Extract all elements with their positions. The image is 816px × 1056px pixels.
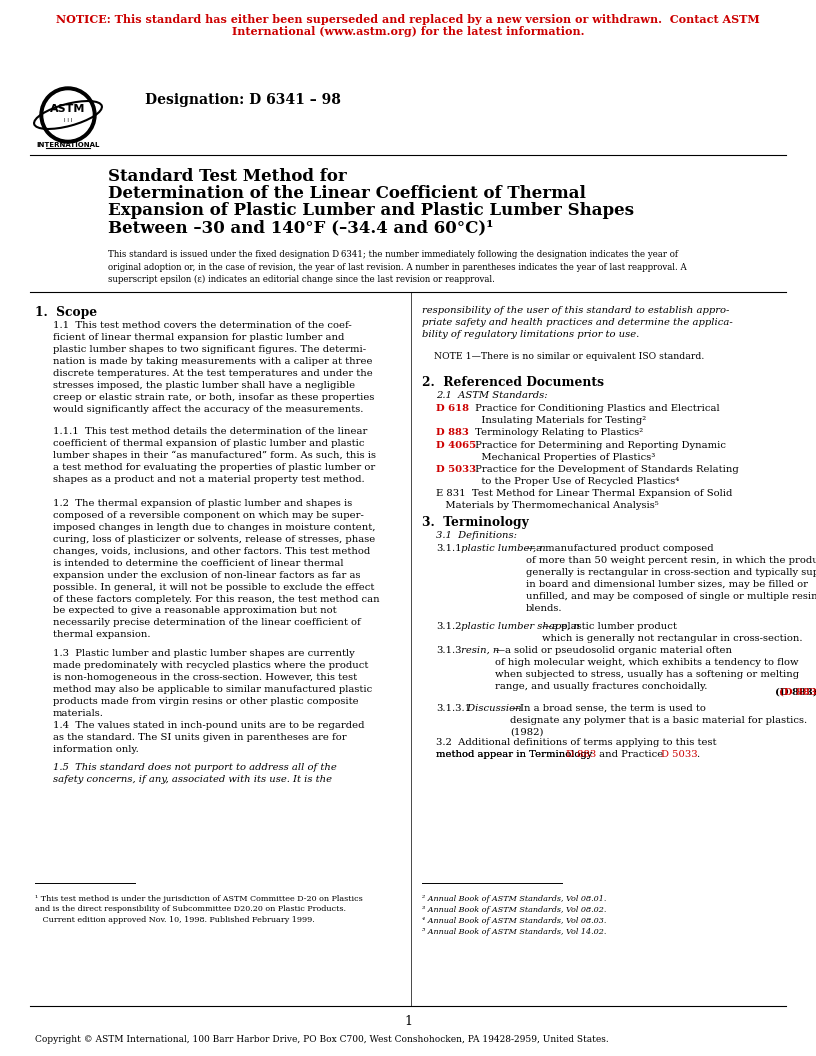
Text: .: . bbox=[696, 750, 699, 759]
Text: This standard is issued under the fixed designation D 6341; the number immediate: This standard is issued under the fixed … bbox=[108, 250, 687, 284]
Text: D 883: D 883 bbox=[566, 750, 596, 759]
Text: Expansion of Plastic Lumber and Plastic Lumber Shapes: Expansion of Plastic Lumber and Plastic … bbox=[108, 202, 634, 219]
Text: Copyright © ASTM International, 100 Barr Harbor Drive, PO Box C700, West Conshoh: Copyright © ASTM International, 100 Barr… bbox=[35, 1035, 609, 1044]
Text: ASTM: ASTM bbox=[51, 103, 86, 114]
Circle shape bbox=[40, 87, 96, 143]
Text: 1.  Scope: 1. Scope bbox=[35, 306, 97, 319]
Text: —In a broad sense, the term is used to
designate any polymer that is a basic mat: —In a broad sense, the term is used to d… bbox=[510, 704, 807, 737]
Text: ⁴ Annual Book of ASTM Standards, Vol 08.03.: ⁴ Annual Book of ASTM Standards, Vol 08.… bbox=[422, 917, 606, 925]
Text: 3.1.1: 3.1.1 bbox=[436, 544, 462, 553]
Text: Practice for the Development of Standards Relating
   to the Proper Use of Recyc: Practice for the Development of Standard… bbox=[472, 465, 738, 486]
Text: Practice for Determining and Reporting Dynamic
   Mechanical Properties of Plast: Practice for Determining and Reporting D… bbox=[472, 441, 726, 461]
Text: 1.1.1  This test method details the determination of the linear
coefficient of t: 1.1.1 This test method details the deter… bbox=[53, 427, 376, 485]
Text: D 5033: D 5033 bbox=[661, 750, 698, 759]
Text: 3.1  Definitions:: 3.1 Definitions: bbox=[436, 531, 517, 540]
Text: ³ Annual Book of ASTM Standards, Vol 08.02.: ³ Annual Book of ASTM Standards, Vol 08.… bbox=[422, 906, 606, 914]
Text: —a manufactured product composed
of more than 50 weight percent resin, in which : —a manufactured product composed of more… bbox=[526, 544, 816, 612]
Text: D 618: D 618 bbox=[436, 404, 469, 413]
Text: 3.1.3.1: 3.1.3.1 bbox=[436, 704, 471, 713]
Text: 1.5  This standard does not purport to address all of the
safety concerns, if an: 1.5 This standard does not purport to ad… bbox=[53, 763, 337, 784]
Text: 1.2  The thermal expansion of plastic lumber and shapes is
composed of a reversi: 1.2 The thermal expansion of plastic lum… bbox=[53, 499, 379, 639]
Text: NOTICE: This standard has either been superseded and replaced by a new version o: NOTICE: This standard has either been su… bbox=[56, 14, 760, 25]
Text: 1.4  The values stated in inch-pound units are to be regarded
as the standard. T: 1.4 The values stated in inch-pound unit… bbox=[53, 721, 365, 754]
Text: 1.3  Plastic lumber and plastic lumber shapes are currently
made predominately w: 1.3 Plastic lumber and plastic lumber sh… bbox=[53, 649, 372, 718]
Text: Practice for Conditioning Plastics and Electrical
   Insulating Materials for Te: Practice for Conditioning Plastics and E… bbox=[472, 404, 720, 425]
Text: International (www.astm.org) for the latest information.: International (www.astm.org) for the lat… bbox=[232, 26, 584, 37]
Text: Determination of the Linear Coefficient of Thermal: Determination of the Linear Coefficient … bbox=[108, 185, 586, 202]
Text: D 4065: D 4065 bbox=[436, 441, 476, 450]
Text: Terminology Relating to Plastics²: Terminology Relating to Plastics² bbox=[472, 428, 643, 437]
Text: 1.1  This test method covers the determination of the coef-
ficient of linear th: 1.1 This test method covers the determin… bbox=[53, 321, 375, 414]
Text: responsibility of the user of this standard to establish appro-
priate safety an: responsibility of the user of this stand… bbox=[422, 306, 733, 339]
Text: Standard Test Method for: Standard Test Method for bbox=[108, 168, 347, 185]
Text: INTERNATIONAL: INTERNATIONAL bbox=[37, 142, 100, 148]
Text: method appear in Terminology: method appear in Terminology bbox=[436, 750, 596, 759]
Text: D 883: D 883 bbox=[436, 428, 469, 437]
Text: 3.1.3: 3.1.3 bbox=[436, 646, 462, 655]
Text: plastic lumber shape, n: plastic lumber shape, n bbox=[458, 622, 580, 631]
Text: 1: 1 bbox=[404, 1015, 412, 1027]
Text: D 5033: D 5033 bbox=[436, 465, 476, 474]
Text: NOTE 1—There is no similar or equivalent ISO standard.: NOTE 1—There is no similar or equivalent… bbox=[434, 352, 704, 361]
Text: and Practice: and Practice bbox=[596, 750, 667, 759]
Text: Designation: D 6341 – 98: Designation: D 6341 – 98 bbox=[145, 93, 341, 107]
Text: plastic lumber, n: plastic lumber, n bbox=[458, 544, 546, 553]
Text: 3.1.2: 3.1.2 bbox=[436, 622, 462, 631]
Text: E 831  Test Method for Linear Thermal Expansion of Solid
   Materials by Thermom: E 831 Test Method for Linear Thermal Exp… bbox=[436, 489, 733, 510]
Text: 2.  Referenced Documents: 2. Referenced Documents bbox=[422, 376, 604, 389]
Circle shape bbox=[44, 91, 92, 139]
Text: (D 883): (D 883) bbox=[779, 689, 816, 697]
Text: 3.  Terminology: 3. Terminology bbox=[422, 516, 529, 529]
Text: ² Annual Book of ASTM Standards, Vol 08.01.: ² Annual Book of ASTM Standards, Vol 08.… bbox=[422, 895, 606, 903]
Text: ¹ This test method is under the jurisdiction of ASTM Committee D-20 on Plastics
: ¹ This test method is under the jurisdic… bbox=[35, 895, 363, 924]
Text: (D 883): (D 883) bbox=[775, 689, 816, 697]
Text: ⁵ Annual Book of ASTM Standards, Vol 14.02.: ⁵ Annual Book of ASTM Standards, Vol 14.… bbox=[422, 928, 606, 936]
Text: 2.1  ASTM Standards:: 2.1 ASTM Standards: bbox=[436, 391, 548, 400]
Text: —a solid or pseudosolid organic material often
of high molecular weight, which e: —a solid or pseudosolid organic material… bbox=[495, 646, 799, 691]
Text: —a plastic lumber product
which is generally not rectangular in cross-section.: —a plastic lumber product which is gener… bbox=[542, 622, 802, 643]
Text: resin, n: resin, n bbox=[458, 646, 499, 655]
Text: Between –30 and 140°F (–34.4 and 60°C)¹: Between –30 and 140°F (–34.4 and 60°C)¹ bbox=[108, 219, 494, 235]
Text: I I I: I I I bbox=[64, 118, 72, 124]
Text: 3.2  Additional definitions of terms applying to this test
method appear in Term: 3.2 Additional definitions of terms appl… bbox=[436, 738, 716, 759]
Text: Discussion: Discussion bbox=[464, 704, 521, 713]
